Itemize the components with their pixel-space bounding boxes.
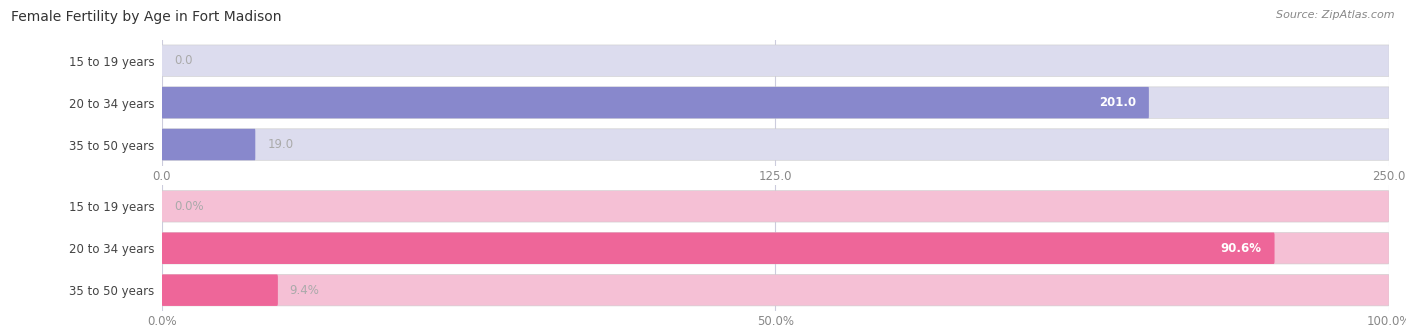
Text: 201.0: 201.0 [1099,96,1136,109]
FancyBboxPatch shape [162,45,1389,76]
Text: 9.4%: 9.4% [290,284,319,297]
FancyBboxPatch shape [162,191,1389,222]
Text: 90.6%: 90.6% [1220,242,1261,255]
FancyBboxPatch shape [162,87,1149,118]
FancyBboxPatch shape [162,129,1389,160]
Text: 0.0%: 0.0% [174,200,204,213]
FancyBboxPatch shape [162,232,1389,264]
FancyBboxPatch shape [162,129,256,160]
FancyBboxPatch shape [162,274,278,306]
Text: Source: ZipAtlas.com: Source: ZipAtlas.com [1277,10,1395,20]
FancyBboxPatch shape [162,274,1389,306]
FancyBboxPatch shape [162,87,1389,118]
Text: 19.0: 19.0 [267,138,294,151]
Text: Female Fertility by Age in Fort Madison: Female Fertility by Age in Fort Madison [11,10,281,24]
FancyBboxPatch shape [162,232,1275,264]
Text: 0.0: 0.0 [174,54,193,67]
